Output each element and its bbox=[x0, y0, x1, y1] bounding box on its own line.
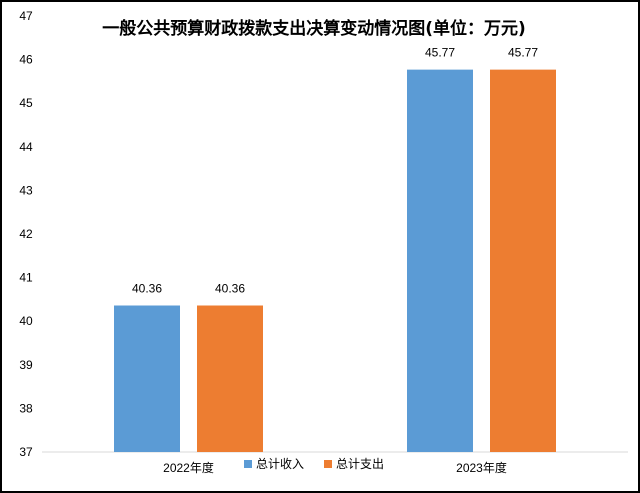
y-tick-label: 37 bbox=[19, 445, 33, 459]
y-tick-label: 47 bbox=[19, 9, 33, 23]
data-label: 45.77 bbox=[425, 46, 455, 60]
bar bbox=[114, 305, 180, 452]
data-label: 45.77 bbox=[508, 46, 538, 60]
y-tick-label: 38 bbox=[19, 401, 33, 415]
legend-swatch bbox=[324, 460, 332, 468]
legend-swatch bbox=[244, 460, 252, 468]
data-labels: 40.36 40.36 45.77 45.77 bbox=[132, 46, 538, 296]
y-tick-label: 39 bbox=[19, 358, 33, 372]
bar bbox=[490, 69, 556, 453]
chart-title: 一般公共预算财政拨款支出决算变动情况图(单位：万元) bbox=[102, 18, 526, 39]
legend-label: 总计支出 bbox=[336, 457, 384, 471]
x-tick-label: 2023年度 bbox=[456, 460, 507, 475]
y-tick-label: 41 bbox=[19, 271, 33, 285]
y-tick-label: 46 bbox=[19, 53, 33, 67]
y-tick-label: 45 bbox=[19, 96, 33, 110]
data-label: 40.36 bbox=[215, 282, 245, 296]
data-label: 40.36 bbox=[132, 282, 162, 296]
x-tick-label: 2022年度 bbox=[163, 460, 214, 475]
y-axis: 37 38 39 40 41 42 43 44 45 46 47 bbox=[19, 9, 33, 459]
legend-label: 总计收入 bbox=[256, 457, 304, 471]
legend: 总计收入 总计支出 bbox=[244, 457, 384, 471]
bar bbox=[407, 69, 473, 453]
x-axis: 2022年度 2023年度 bbox=[42, 451, 628, 475]
y-tick-label: 43 bbox=[19, 183, 33, 197]
y-tick-label: 44 bbox=[19, 140, 33, 154]
y-tick-label: 42 bbox=[19, 227, 33, 241]
bars bbox=[114, 69, 556, 453]
y-tick-label: 40 bbox=[19, 314, 33, 328]
bar bbox=[197, 305, 263, 452]
